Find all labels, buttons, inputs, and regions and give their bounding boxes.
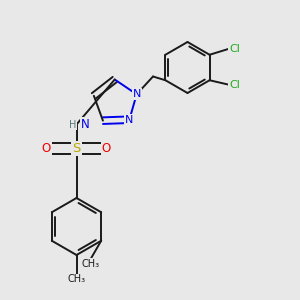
Text: Cl: Cl [229, 44, 240, 54]
Text: O: O [102, 142, 111, 155]
Text: N: N [133, 89, 141, 99]
Text: N: N [125, 115, 134, 125]
Text: H: H [69, 119, 76, 130]
Text: N: N [81, 118, 90, 131]
Text: S: S [72, 142, 81, 155]
Text: O: O [42, 142, 51, 155]
Text: CH₃: CH₃ [82, 259, 100, 269]
Text: Cl: Cl [229, 80, 240, 90]
Text: CH₃: CH₃ [68, 274, 85, 284]
